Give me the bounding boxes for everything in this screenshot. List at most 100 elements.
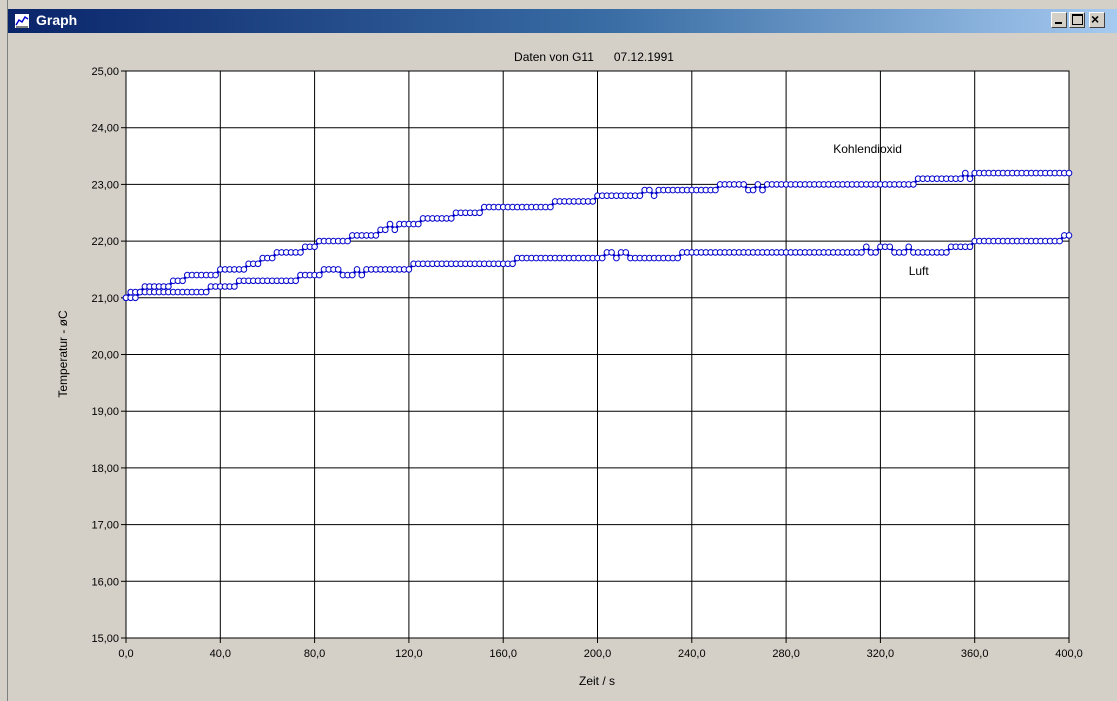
x-tick-label: 120,0: [395, 648, 423, 660]
minimize-icon: [1055, 22, 1062, 24]
data-point: [509, 260, 516, 268]
x-tick-label: 200,0: [584, 648, 612, 660]
x-tick-label: 0,0: [118, 648, 133, 660]
data-point: [858, 249, 865, 256]
y-tick-label: 23,00: [91, 179, 119, 191]
data-point: [202, 288, 210, 296]
x-tick-label: 160,0: [489, 648, 517, 660]
data-point: [1065, 169, 1073, 177]
data-point: [650, 192, 658, 199]
x-axis-label: Zeit / s: [579, 674, 615, 688]
chart-title: Daten von G11 07.12.1991: [514, 50, 674, 64]
data-point: [311, 243, 318, 251]
data-point: [405, 266, 413, 273]
data-point: [349, 271, 356, 279]
data-point: [448, 215, 455, 222]
x-tick-label: 400,0: [1055, 648, 1083, 660]
series-luft: Luft: [122, 232, 1073, 302]
maximize-icon: [1072, 14, 1083, 25]
series-kohlendioxid: Kohlendioxid: [122, 142, 1073, 302]
data-point: [749, 186, 757, 194]
data-point: [212, 271, 219, 279]
data-point: [386, 220, 394, 228]
window-left-frame: [0, 0, 8, 701]
data-point: [254, 260, 262, 268]
data-point: [353, 266, 361, 273]
y-tick-label: 19,00: [91, 406, 119, 418]
data-point: [759, 186, 766, 194]
data-point: [165, 283, 172, 290]
data-point: [231, 283, 238, 290]
data-point: [589, 198, 597, 205]
data-point: [740, 181, 748, 188]
graph-app-icon: [14, 13, 30, 29]
data-point: [905, 243, 913, 251]
data-point: [886, 243, 894, 251]
data-point: [547, 203, 554, 211]
grid-lines: [126, 71, 1069, 638]
y-axis-label: Temperatur - øC: [56, 310, 70, 398]
y-tick-label: 20,00: [91, 350, 119, 362]
data-point: [900, 249, 908, 256]
data-point: [712, 186, 719, 194]
data-point: [292, 277, 300, 285]
data-point: [910, 181, 917, 188]
data-point: [613, 254, 620, 262]
data-point: [598, 254, 606, 262]
data-point: [962, 169, 969, 177]
data-point: [372, 232, 380, 239]
title-bar[interactable]: Graph ×: [8, 9, 1117, 33]
y-tick-label: 18,00: [91, 463, 119, 475]
data-point: [334, 266, 342, 273]
data-point: [179, 277, 186, 285]
data-point: [943, 249, 950, 256]
data-point: [646, 186, 653, 194]
data-point: [1056, 237, 1063, 245]
y-tick-label: 16,00: [91, 576, 119, 588]
x-tick-label: 240,0: [678, 648, 706, 660]
y-tick-label: 15,00: [91, 633, 119, 645]
data-series: Kohlendioxid Luft: [122, 142, 1073, 302]
y-tick-label: 22,00: [91, 236, 119, 248]
data-point: [382, 226, 389, 234]
series-label: Kohlendioxid: [833, 142, 902, 156]
series-label: Luft: [909, 264, 930, 278]
x-tick-label: 80,0: [304, 648, 325, 660]
minimize-button[interactable]: [1051, 12, 1067, 28]
data-point: [608, 249, 615, 256]
data-point: [358, 271, 366, 279]
x-tick-label: 360,0: [961, 648, 989, 660]
x-tick-label: 40,0: [210, 648, 231, 660]
data-point: [297, 249, 304, 256]
data-point: [1065, 232, 1073, 239]
data-point: [754, 181, 762, 188]
data-point: [674, 254, 682, 262]
data-point: [268, 254, 276, 262]
y-tick-label: 25,00: [91, 66, 119, 78]
window-frame-edge: [7, 0, 8, 701]
data-point: [966, 243, 974, 251]
data-point: [957, 175, 964, 182]
y-tick-label: 24,00: [91, 123, 119, 135]
data-point: [966, 175, 974, 182]
y-axis-ticks: 15,00 16,00 17,00 18,00 19,00 20,00 21,00 22,00…: [91, 66, 126, 645]
data-point: [872, 249, 880, 256]
data-point: [132, 294, 139, 302]
data-point: [415, 220, 422, 228]
data-point: [344, 237, 351, 245]
data-point: [622, 249, 630, 256]
y-tick-label: 21,00: [91, 293, 119, 305]
close-icon: ×: [1091, 11, 1100, 27]
data-point: [636, 192, 644, 199]
x-axis-ticks: 0,0 40,0 80,0 120,0 160,0 200,0 240,0 280,0 320,…: [118, 638, 1083, 660]
x-tick-label: 280,0: [772, 648, 800, 660]
close-button[interactable]: ×: [1089, 11, 1105, 28]
y-tick-label: 17,00: [91, 520, 119, 532]
maximize-button[interactable]: [1069, 12, 1085, 28]
data-point: [391, 226, 399, 234]
data-point: [240, 266, 248, 273]
x-tick-label: 320,0: [867, 648, 895, 660]
data-point: [476, 209, 483, 217]
